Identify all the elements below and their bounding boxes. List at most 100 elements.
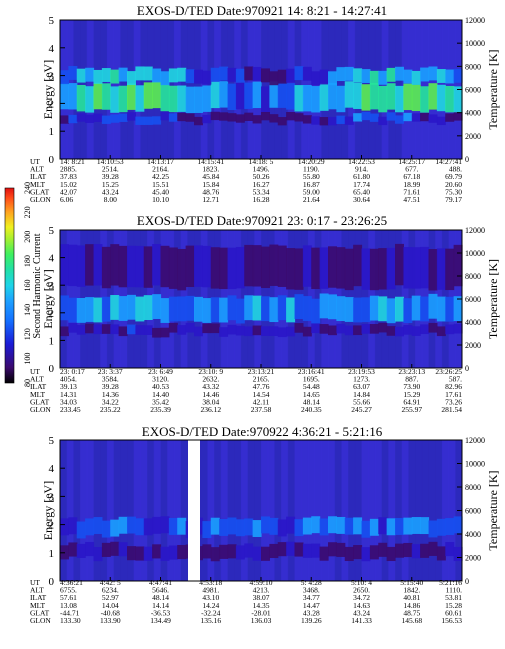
band-cell bbox=[194, 326, 203, 337]
orbit-cell: 3120. bbox=[152, 375, 169, 384]
band-cell bbox=[269, 326, 279, 336]
orbit-cell: 57.61 bbox=[60, 593, 77, 602]
background-texture bbox=[120, 440, 128, 581]
orbit-cell: 23: 6:49 bbox=[148, 367, 173, 376]
band-cell bbox=[252, 81, 262, 109]
orbit-row-label: ILAT bbox=[30, 382, 47, 391]
orbit-cell: -44.71 bbox=[60, 608, 80, 617]
band-cell bbox=[311, 516, 321, 534]
band-cell bbox=[344, 248, 354, 291]
band-cell bbox=[403, 542, 413, 558]
orbit-cell: 281.54 bbox=[441, 405, 462, 414]
colorbar-tick-label: 220 bbox=[23, 206, 32, 218]
band-cell bbox=[135, 66, 145, 81]
band-cell bbox=[244, 66, 254, 81]
band-cell bbox=[395, 543, 404, 558]
orbit-cell: 12.71 bbox=[202, 195, 219, 204]
orbit-cell: 5646. bbox=[152, 586, 169, 595]
band-cell bbox=[76, 113, 86, 122]
orbit-row-label: ALT bbox=[30, 586, 44, 595]
orbit-cell: -28.01 bbox=[251, 608, 271, 617]
orbit-cell: 1695. bbox=[303, 375, 320, 384]
band-cell bbox=[261, 516, 270, 534]
band-cell bbox=[328, 516, 337, 534]
band-cell bbox=[60, 115, 69, 124]
colorbar-ticks: 80 100 120 140 160 180 200 220 240 bbox=[23, 182, 32, 387]
orbit-cell: 587. bbox=[449, 375, 462, 384]
band-cell bbox=[361, 69, 371, 83]
band-cell bbox=[420, 543, 430, 558]
orbit-cell: 236.12 bbox=[200, 405, 221, 414]
orbit-cell: 34.22 bbox=[102, 397, 119, 406]
orbit-cell: 1496. bbox=[253, 165, 270, 174]
band-cell bbox=[219, 327, 229, 337]
band-cell bbox=[135, 518, 145, 536]
y-tick-label: 0 bbox=[49, 576, 55, 588]
band-cell bbox=[361, 84, 371, 111]
orbit-cell: 43.10 bbox=[202, 593, 219, 602]
background-texture bbox=[180, 440, 188, 581]
band-cell bbox=[219, 247, 229, 290]
band-cell bbox=[453, 296, 463, 322]
orbit-table: UT 4:36:21 4:42: 5 4:47:41 4:53:18 4:59:10 5: … bbox=[30, 578, 462, 625]
band-cell bbox=[428, 114, 438, 123]
background-texture bbox=[348, 440, 356, 581]
orbit-cell: 14:13:17 bbox=[147, 157, 174, 166]
orbit-cell: 15.28 bbox=[445, 601, 462, 610]
band-cell bbox=[261, 86, 270, 113]
spectral-band bbox=[60, 243, 463, 291]
band-cell bbox=[277, 81, 287, 108]
band-cell bbox=[76, 325, 86, 335]
background-texture bbox=[240, 440, 249, 581]
band-cell bbox=[353, 517, 363, 535]
band-cell bbox=[269, 244, 279, 286]
orbit-cell: 14:22:53 bbox=[348, 157, 375, 166]
orbit-cell: 54.48 bbox=[303, 382, 320, 391]
band-cell bbox=[110, 244, 120, 286]
band-cell bbox=[177, 325, 187, 335]
band-cell bbox=[252, 546, 262, 561]
background-texture bbox=[328, 440, 336, 581]
y-tick-label: 5 bbox=[49, 435, 55, 447]
band-cell bbox=[344, 325, 354, 336]
band-cell bbox=[219, 112, 229, 121]
band-cell bbox=[60, 295, 69, 321]
orbit-cell: 141.33 bbox=[351, 616, 372, 625]
background-texture bbox=[220, 440, 228, 581]
band-cell bbox=[160, 71, 170, 86]
band-cell bbox=[453, 516, 463, 534]
band-cell bbox=[252, 325, 262, 336]
orbit-cell: 488. bbox=[449, 165, 462, 174]
band-cell bbox=[294, 542, 304, 557]
band-cell bbox=[353, 244, 363, 287]
orbit-cell: 23:10: 9 bbox=[198, 367, 223, 376]
background-texture bbox=[100, 440, 108, 581]
band-cell bbox=[252, 295, 262, 321]
band-cell bbox=[85, 323, 95, 334]
band-cell bbox=[202, 85, 212, 112]
band-cell bbox=[244, 244, 254, 287]
orbit-cell: 63.07 bbox=[353, 382, 370, 391]
band-cell bbox=[185, 322, 195, 333]
orbit-cell: 240.35 bbox=[301, 405, 322, 414]
band-cell bbox=[202, 245, 212, 288]
band-cell bbox=[168, 545, 178, 560]
orbit-cell: 15.29 bbox=[403, 390, 420, 399]
band-cell bbox=[319, 518, 329, 536]
band-cell bbox=[261, 326, 270, 336]
band-cell bbox=[227, 324, 237, 335]
chart-title: EXOS-D/TED Date:970921 14: 8:21 - 14:27:… bbox=[137, 3, 387, 18]
band-cell bbox=[277, 117, 287, 126]
band-cell bbox=[93, 517, 103, 534]
background-texture bbox=[415, 440, 423, 581]
orbit-cell: 4:36:21 bbox=[60, 578, 83, 587]
orbit-cell: 4:47:41 bbox=[149, 578, 172, 587]
band-cell bbox=[277, 542, 287, 557]
orbit-table: UT 14: 8:21 14:10:53 14:13:17 14:15:41 14:18:… bbox=[30, 157, 462, 204]
orbit-cell: 42.25 bbox=[152, 172, 169, 181]
band-cell bbox=[85, 86, 95, 113]
orbit-cell: 2165. bbox=[253, 375, 270, 384]
y2-tick-label: 4000 bbox=[465, 109, 481, 118]
background-texture bbox=[73, 440, 81, 581]
band-cell bbox=[344, 297, 354, 322]
